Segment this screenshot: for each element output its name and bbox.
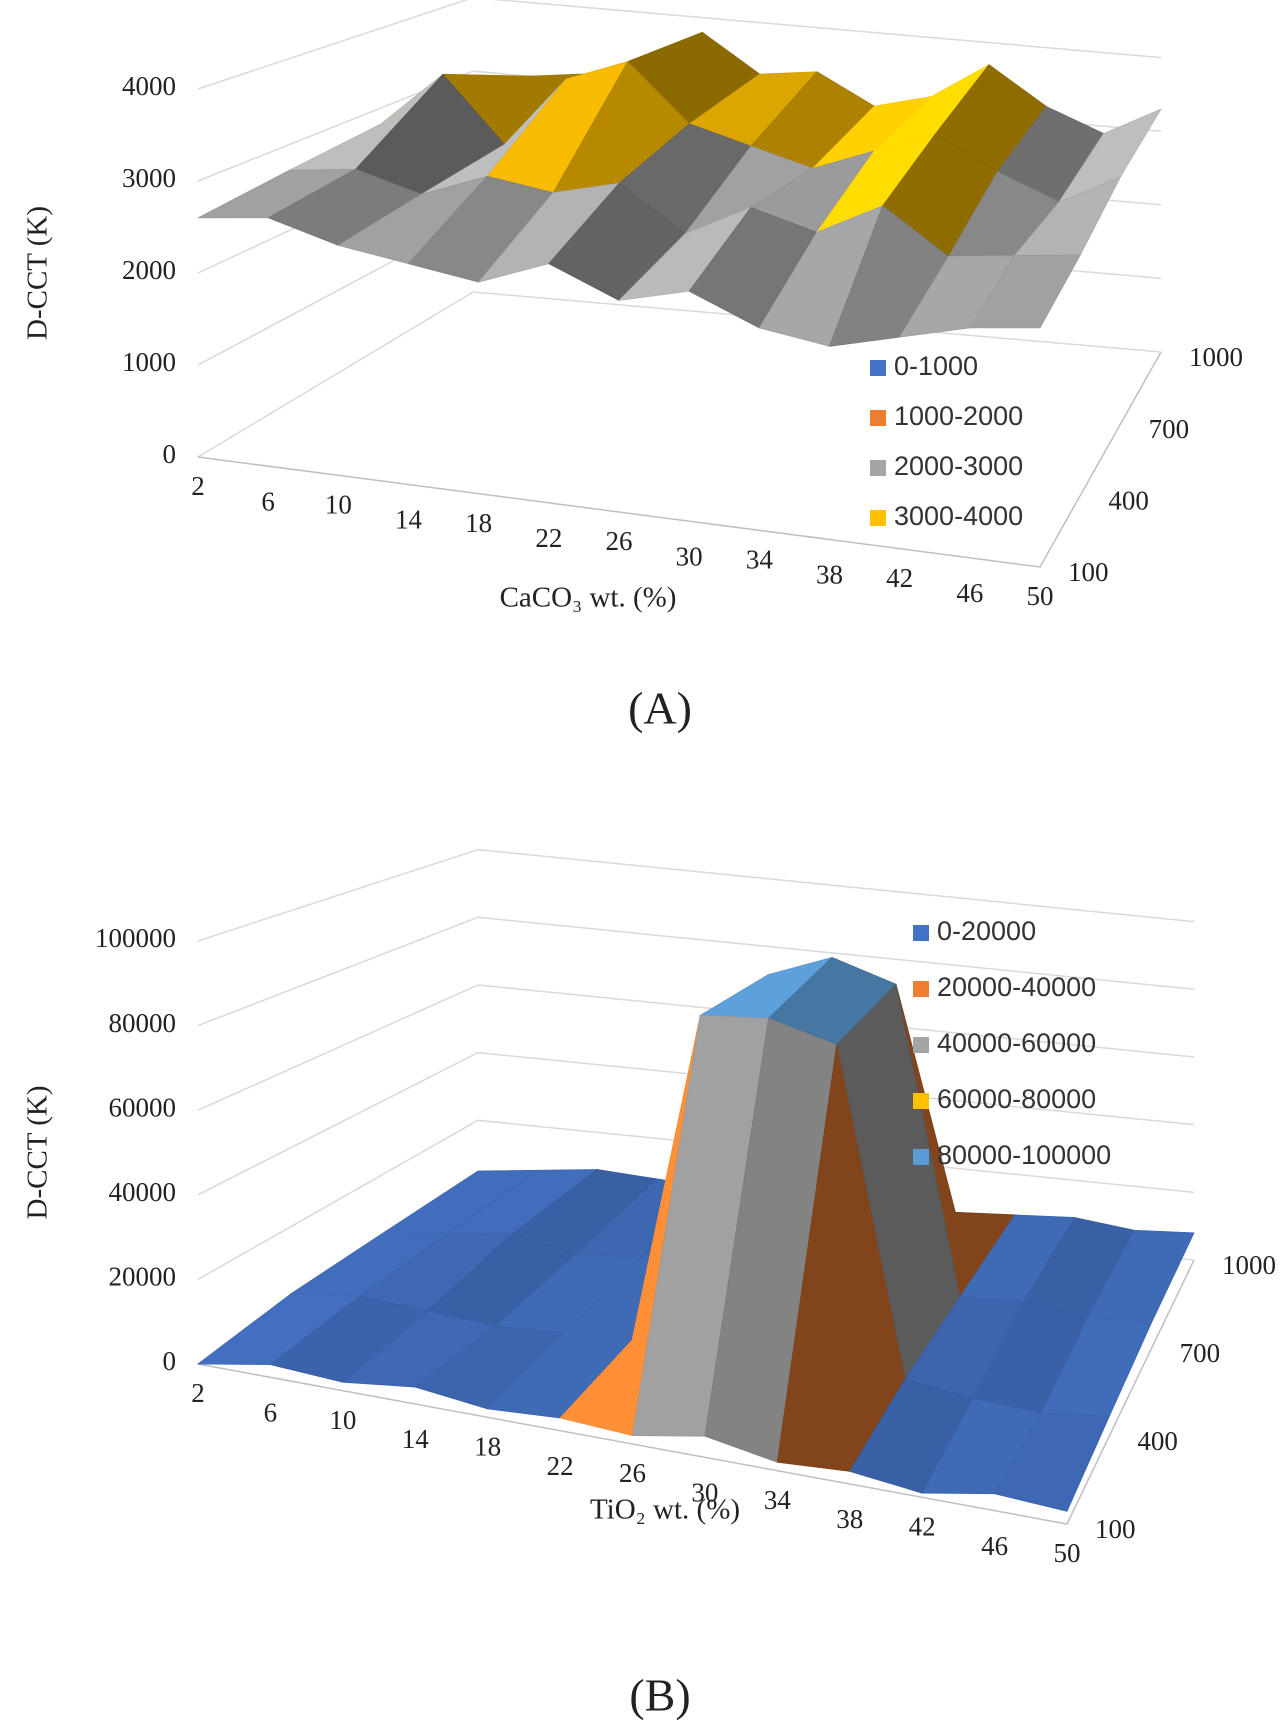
z-axis-title: D-CCT (K)	[22, 1086, 54, 1220]
x-tick-label: 42	[909, 1512, 936, 1542]
legend-swatch	[870, 360, 886, 376]
x-tick-label: 38	[816, 560, 843, 590]
y-tick-label: 700	[1149, 414, 1190, 444]
x-tick-label: 18	[465, 508, 492, 538]
z-tick-label: 4000	[122, 71, 176, 101]
x-tick-label: 10	[329, 1405, 356, 1435]
y-tick-label: 1000	[1222, 1250, 1276, 1280]
grid-line	[197, 984, 1195, 1111]
x-tick-label: 18	[474, 1432, 501, 1462]
legend-label: 2000-3000	[894, 451, 1023, 481]
x-axis-title: TiO₂ wt. (%)	[590, 1494, 740, 1526]
z-tick-label: 60000	[109, 1092, 177, 1122]
x-tick-label: 46	[956, 578, 983, 608]
legend-swatch	[870, 460, 886, 476]
x-tick-label: 50	[1027, 581, 1054, 611]
grid-line	[197, 1051, 1195, 1196]
x-tick-label: 26	[619, 1458, 646, 1488]
grid-line	[197, 916, 1195, 1027]
x-tick-label: 34	[746, 545, 774, 575]
y-tick-label: 400	[1137, 1426, 1178, 1456]
legend-label: 40000-60000	[937, 1028, 1096, 1058]
legend-swatch	[913, 1037, 929, 1053]
grid-line	[197, 848, 1195, 942]
legend-label: 0-20000	[937, 916, 1036, 946]
caption: (A)	[628, 683, 692, 734]
legend-label: 80000-100000	[937, 1140, 1111, 1170]
z-tick-label: 100000	[95, 923, 176, 953]
y-tick-label: 400	[1108, 486, 1149, 516]
x-axis-title: CaCO₃ wt. (%)	[500, 582, 677, 614]
x-tick-label: 26	[606, 526, 633, 556]
x-tick-label: 22	[547, 1451, 574, 1481]
z-tick-label: 40000	[109, 1177, 177, 1207]
z-tick-label: 80000	[109, 1008, 177, 1038]
legend-label: 3000-4000	[894, 501, 1023, 531]
x-tick-label: 50	[1054, 1538, 1081, 1568]
x-tick-label: 14	[395, 505, 423, 535]
legend-swatch	[913, 1149, 929, 1165]
x-tick-label: 14	[402, 1424, 430, 1454]
z-tick-label: 0	[163, 1346, 177, 1376]
axis-line	[197, 1259, 1195, 1525]
x-tick-label: 30	[691, 1478, 718, 1508]
legend-swatch	[870, 410, 886, 426]
grid-line	[197, 0, 1162, 90]
y-tick-label: 100	[1068, 557, 1109, 587]
legend-label: 1000-2000	[894, 401, 1023, 431]
z-tick-label: 0	[163, 439, 177, 469]
legend-label: 60000-80000	[937, 1084, 1096, 1114]
surface-patch	[969, 254, 1082, 329]
grid-line	[197, 1119, 1195, 1281]
x-tick-label: 30	[676, 541, 703, 571]
z-tick-label: 3000	[122, 163, 176, 193]
y-tick-label: 1000	[1189, 342, 1243, 372]
z-axis-title: D-CCT (K)	[22, 206, 54, 340]
legend-swatch	[913, 1093, 929, 1109]
surface-patch	[993, 1412, 1110, 1512]
x-tick-label: 6	[264, 1398, 278, 1428]
z-tick-label: 1000	[122, 347, 176, 377]
legend-label: 0-1000	[894, 351, 978, 381]
x-tick-label: 34	[764, 1485, 792, 1515]
legend-label: 20000-40000	[937, 972, 1096, 1002]
axis-line	[197, 351, 1162, 568]
x-tick-label: 46	[981, 1531, 1008, 1561]
y-tick-label: 700	[1180, 1338, 1221, 1368]
x-tick-label: 10	[325, 490, 352, 520]
legend-swatch	[913, 981, 929, 997]
legend-swatch	[913, 925, 929, 941]
x-tick-label: 2	[191, 471, 205, 501]
x-tick-label: 6	[261, 486, 275, 516]
caption: (B)	[629, 1670, 690, 1721]
x-tick-label: 42	[886, 563, 913, 593]
legend-swatch	[870, 510, 886, 526]
x-tick-label: 2	[191, 1378, 205, 1408]
z-tick-label: 2000	[122, 255, 176, 285]
y-tick-label: 100	[1095, 1514, 1136, 1544]
x-tick-label: 22	[535, 523, 562, 553]
x-tick-label: 38	[836, 1504, 863, 1534]
z-tick-label: 20000	[109, 1262, 177, 1292]
